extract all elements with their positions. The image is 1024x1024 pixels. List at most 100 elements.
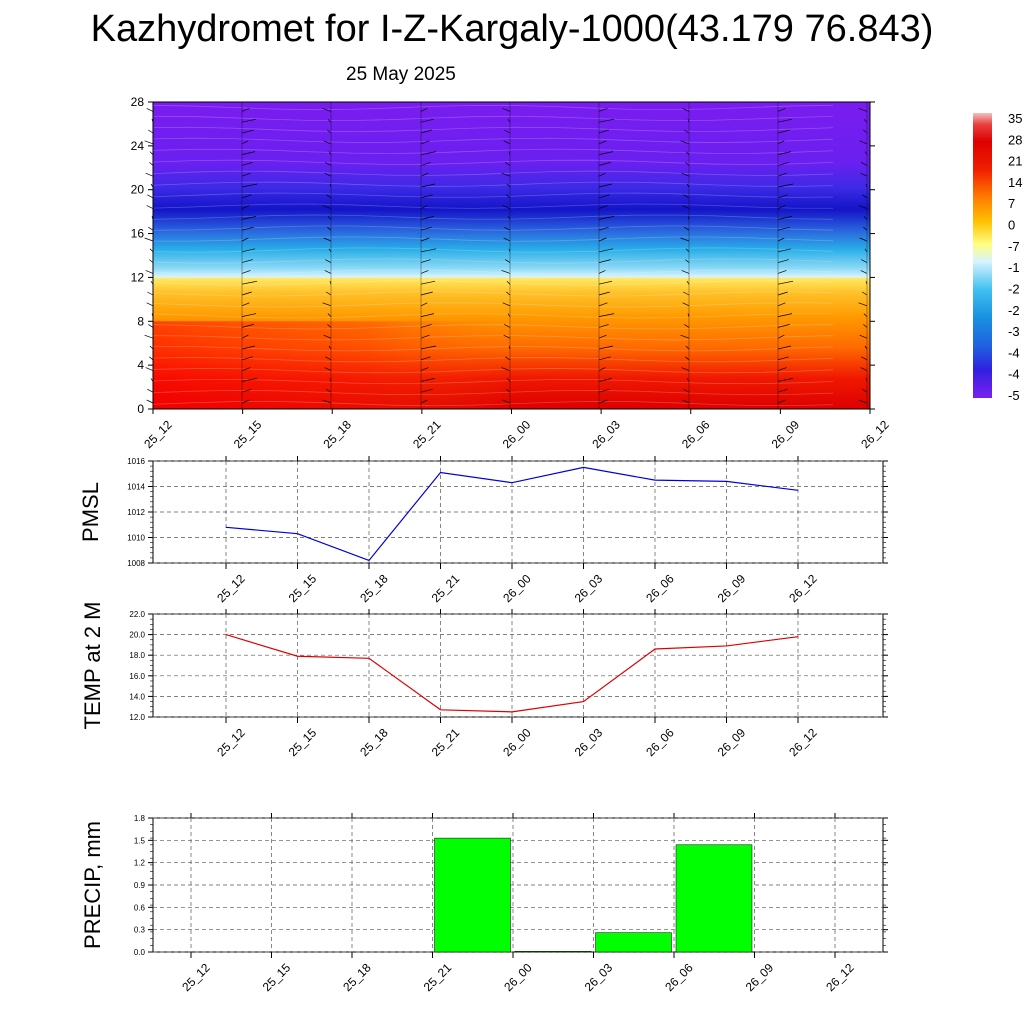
- wind-barb: [777, 172, 787, 177]
- wind-barb: [501, 270, 511, 274]
- wind-barb: [322, 108, 332, 112]
- wind-barb: [508, 248, 511, 252]
- x-tick-label: 25_12: [214, 571, 248, 605]
- warm-core-shading: [153, 321, 870, 409]
- y-tick-label: 20.0: [129, 631, 145, 640]
- wind-barb: [420, 226, 432, 231]
- wind-barb: [325, 356, 332, 361]
- wind-barb: [241, 259, 253, 263]
- wind-barb: [598, 205, 608, 209]
- contour-line: [152, 379, 834, 385]
- wind-barb: [145, 172, 154, 177]
- wind-barb: [420, 280, 436, 285]
- wind-barb: [327, 216, 332, 220]
- wind-barb: [327, 324, 332, 328]
- wind-barb: [508, 151, 511, 155]
- wind-barb: [598, 399, 608, 404]
- wind-barb: [323, 334, 332, 339]
- wind-barb: [865, 378, 868, 382]
- wind-barb: [326, 291, 332, 296]
- wind-barb: [777, 194, 788, 199]
- wind-barb: [861, 356, 868, 361]
- panel-frame: [152, 613, 884, 718]
- y-tick-label: 12.0: [129, 713, 145, 722]
- wind-barb: [420, 151, 437, 155]
- wind-barb: [686, 378, 690, 382]
- wind-barb: [685, 259, 690, 263]
- precip-bar: [675, 844, 753, 953]
- wind-barb: [684, 324, 690, 328]
- wind-barb: [777, 118, 793, 123]
- wind-barb: [506, 280, 511, 285]
- wind-barb: [144, 237, 154, 242]
- wind-barb: [598, 108, 608, 112]
- colorbar-label: 14: [1008, 175, 1022, 190]
- x-tick-label: 26_00: [501, 960, 535, 994]
- wind-barb: [241, 194, 252, 199]
- x-tick-label: 26_12: [786, 571, 820, 605]
- wind-barb: [865, 281, 868, 285]
- contour-line: [152, 302, 834, 308]
- contour-line: [152, 203, 834, 209]
- precip-bar: [434, 837, 511, 953]
- wind-barb: [863, 118, 868, 123]
- wind-barb: [144, 140, 154, 145]
- precip-bar: [514, 951, 592, 953]
- wind-barb: [598, 129, 609, 134]
- wind-barb: [329, 378, 332, 382]
- wind-barb: [598, 345, 614, 350]
- wind-barb: [420, 129, 432, 134]
- precip-bar: [595, 932, 672, 953]
- wind-barb: [149, 151, 154, 155]
- y-tick-label: 1.8: [134, 814, 146, 823]
- colorbar-label: -4: [1008, 345, 1020, 360]
- contour-line: [152, 236, 834, 242]
- wind-barb: [241, 302, 250, 307]
- wind-barb: [598, 313, 615, 317]
- wind-barb: [681, 270, 690, 274]
- wind-barb: [506, 378, 511, 382]
- wind-barb: [506, 183, 511, 188]
- wind-barb: [508, 345, 511, 350]
- colorbar-label: -5: [1008, 388, 1020, 403]
- y-tick-label: 1008: [127, 559, 145, 568]
- y-tick-label: 18.0: [129, 651, 145, 660]
- wind-barb: [324, 270, 332, 274]
- contour-line: [152, 291, 834, 297]
- colorbar-label: 21: [1008, 154, 1022, 169]
- wind-barb: [777, 248, 792, 253]
- x-tick-label: 26_12: [786, 725, 820, 759]
- wind-barb: [862, 388, 868, 393]
- x-tick-label: 26_03: [572, 725, 606, 759]
- wind-barb: [861, 259, 868, 263]
- wind-barb: [502, 205, 511, 209]
- wind-barb: [241, 205, 250, 209]
- wind-barb: [420, 356, 431, 361]
- wind-barb: [420, 334, 430, 339]
- wind-barb: [860, 367, 868, 371]
- wind-barb: [598, 162, 611, 166]
- wind-barb: [864, 248, 868, 252]
- contour-line: [152, 258, 834, 264]
- wind-barb: [323, 237, 332, 242]
- y-axis-label: PMSL: [78, 482, 103, 542]
- colorbar-label: -7: [1008, 239, 1020, 254]
- wind-barb: [420, 140, 430, 145]
- colorbar: [973, 113, 992, 398]
- wind-barb: [863, 313, 868, 317]
- x-tick-label: 25_15: [286, 725, 320, 759]
- wind-barb: [420, 378, 436, 382]
- wind-barb: [505, 356, 511, 361]
- wind-barb: [598, 140, 607, 145]
- contour-line: [152, 280, 834, 286]
- wind-barb: [420, 248, 437, 253]
- wind-barb: [147, 194, 154, 199]
- wind-barb: [685, 356, 690, 361]
- wind-barb: [863, 324, 868, 328]
- wind-barb: [505, 259, 511, 263]
- wind-barb: [777, 324, 790, 328]
- y-tick-label: 22.0: [129, 610, 145, 619]
- wind-barb: [598, 324, 609, 328]
- y-axis-label: PRECIP, mm: [80, 821, 105, 949]
- x-tick-label: 25_15: [286, 571, 320, 605]
